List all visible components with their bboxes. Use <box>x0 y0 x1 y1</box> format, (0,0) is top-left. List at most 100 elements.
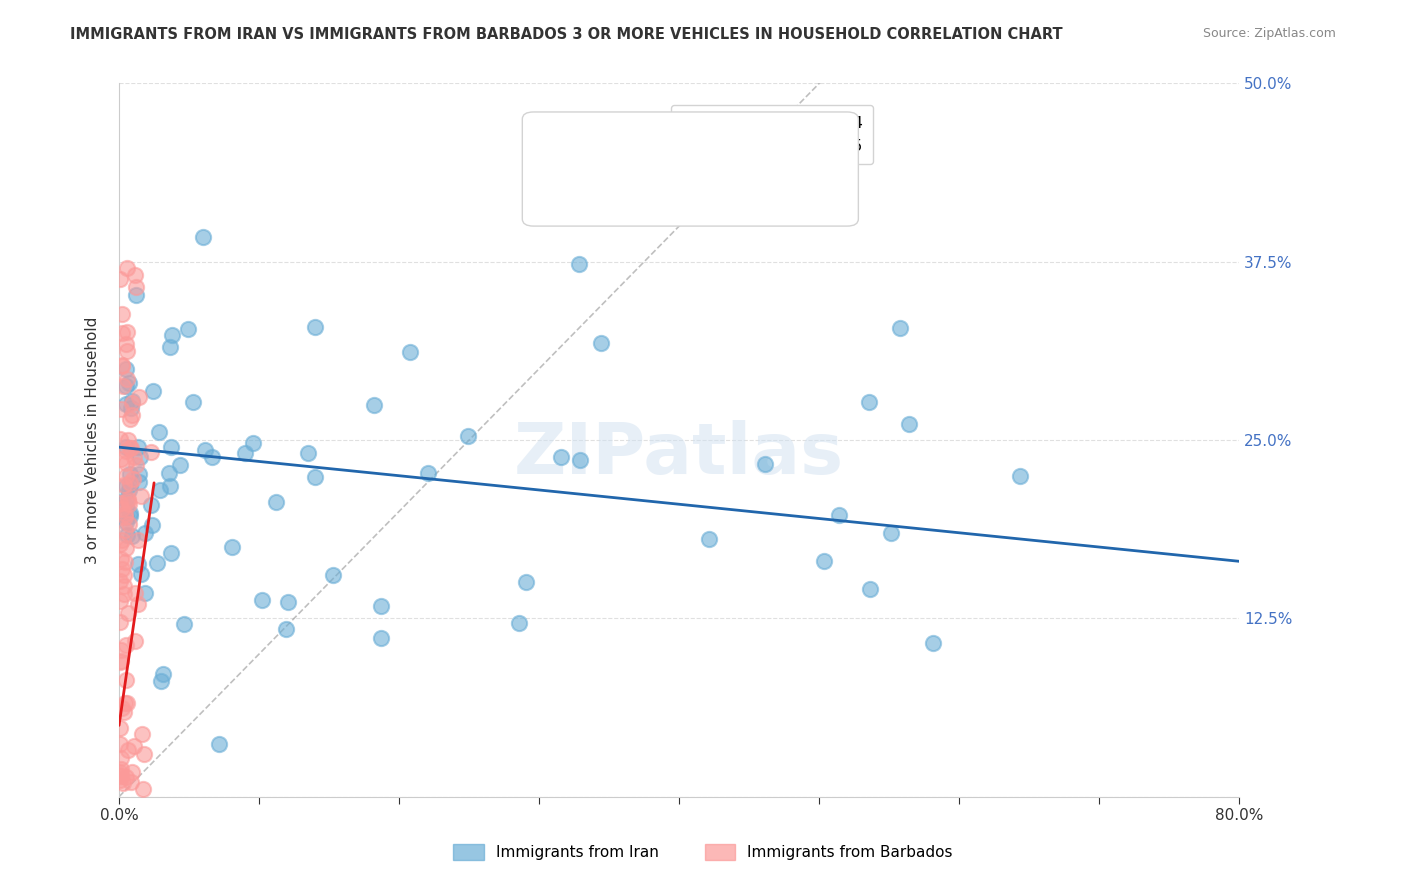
Point <box>274 622 297 636</box>
Point <box>124 739 146 753</box>
Point <box>115 260 138 275</box>
Point <box>114 507 136 521</box>
Point <box>194 443 217 458</box>
Point <box>515 574 537 589</box>
Point <box>128 475 150 490</box>
Point <box>117 491 139 506</box>
Point <box>127 597 149 611</box>
Point <box>110 654 132 668</box>
Point <box>363 398 385 412</box>
Point <box>115 479 138 493</box>
Point <box>208 738 231 752</box>
Point <box>115 491 138 506</box>
Point <box>117 527 139 541</box>
Point <box>134 525 156 540</box>
Point <box>111 379 134 393</box>
Point <box>111 562 134 576</box>
Point <box>110 495 132 509</box>
Point <box>399 345 422 359</box>
Point <box>129 489 152 503</box>
Point <box>114 509 136 524</box>
Point <box>111 359 134 373</box>
Point <box>110 643 132 657</box>
Point <box>120 478 142 492</box>
Point <box>127 557 149 571</box>
Point <box>121 764 143 779</box>
Point <box>828 508 851 522</box>
Point <box>110 551 132 566</box>
Point <box>120 506 142 520</box>
Point <box>125 287 148 301</box>
Point <box>114 554 136 568</box>
Point <box>110 452 132 467</box>
Point <box>117 376 139 390</box>
Point <box>221 541 243 555</box>
Point <box>125 458 148 472</box>
Point <box>134 586 156 600</box>
Point <box>125 280 148 294</box>
Point <box>118 497 141 511</box>
Point <box>149 674 172 689</box>
Point <box>121 396 143 410</box>
Point <box>121 393 143 408</box>
Point <box>568 257 591 271</box>
Point <box>922 636 945 650</box>
Point <box>132 781 155 796</box>
Text: IMMIGRANTS FROM IRAN VS IMMIGRANTS FROM BARBADOS 3 OR MORE VEHICLES IN HOUSEHOLD: IMMIGRANTS FROM IRAN VS IMMIGRANTS FROM … <box>70 27 1063 42</box>
Point <box>370 599 392 613</box>
Point <box>177 322 200 336</box>
Point <box>117 372 139 386</box>
Point <box>117 326 139 340</box>
Point <box>115 336 138 351</box>
Point <box>120 775 142 789</box>
Point <box>159 440 181 454</box>
Point <box>112 579 135 593</box>
Point <box>457 428 479 442</box>
Point <box>110 737 132 751</box>
Point <box>813 554 835 568</box>
Text: ZIPatlas: ZIPatlas <box>515 420 844 489</box>
Point <box>120 401 142 415</box>
Point <box>112 586 135 600</box>
Point <box>117 433 139 447</box>
Point <box>114 456 136 470</box>
Point <box>115 444 138 458</box>
Point <box>110 773 132 788</box>
Point <box>173 617 195 632</box>
Point <box>120 442 142 456</box>
Point <box>111 701 134 715</box>
Point <box>115 510 138 524</box>
Point <box>115 770 138 784</box>
Point <box>110 762 132 776</box>
Point <box>117 516 139 531</box>
Point <box>111 359 134 373</box>
Point <box>128 467 150 481</box>
Point <box>110 272 132 286</box>
Point <box>112 705 135 719</box>
Point <box>508 615 530 630</box>
Point <box>127 440 149 454</box>
Point <box>115 500 138 514</box>
Point <box>139 498 162 512</box>
Text: Source: ZipAtlas.com: Source: ZipAtlas.com <box>1202 27 1336 40</box>
Point <box>121 409 143 423</box>
Point <box>297 446 319 460</box>
Point <box>160 328 183 343</box>
Point <box>416 466 439 480</box>
Point <box>124 268 146 282</box>
Point <box>141 445 163 459</box>
Point <box>304 470 326 484</box>
Point <box>754 458 776 472</box>
Point <box>142 384 165 399</box>
Point <box>569 453 592 467</box>
Point <box>159 479 181 493</box>
Legend: R = -0.106   N = 84, R =  0.156   N = 85: R = -0.106 N = 84, R = 0.156 N = 85 <box>671 105 873 164</box>
Point <box>115 673 138 687</box>
Point <box>858 394 880 409</box>
Point <box>110 765 132 780</box>
Point <box>129 450 152 464</box>
Point <box>110 402 132 417</box>
Point <box>157 466 180 480</box>
Point <box>117 696 139 710</box>
Point <box>112 568 135 582</box>
